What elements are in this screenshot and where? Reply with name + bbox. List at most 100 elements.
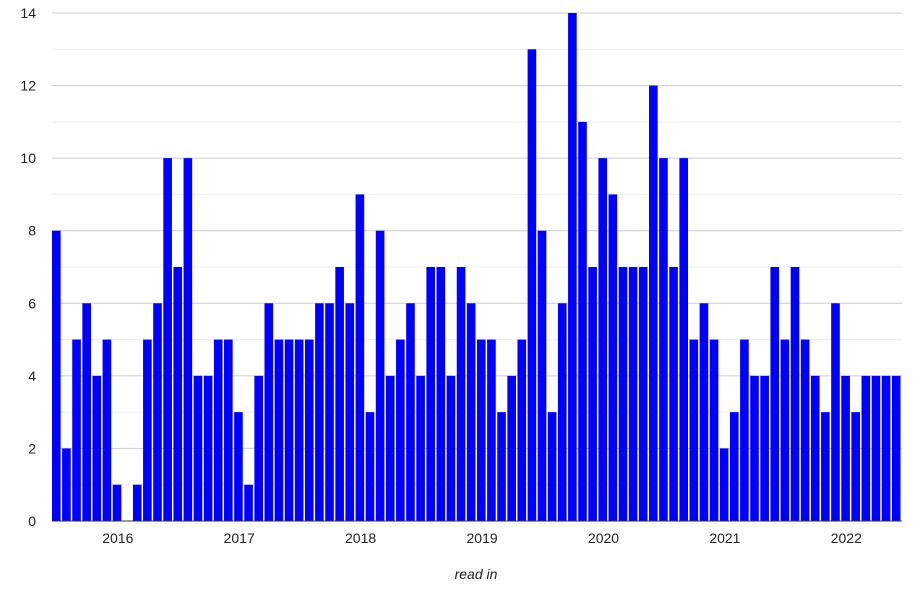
bar-2016-12[interactable] [224,339,233,521]
bar-2018-03[interactable] [375,230,385,521]
bar-2017-05[interactable] [274,339,284,521]
bar-2016-04[interactable] [143,339,152,521]
bar-2015-08[interactable] [62,448,71,521]
x-axis-label: read in [455,566,498,582]
y-tick-label: 0 [28,513,36,529]
bar-2015-12[interactable] [102,339,112,521]
bar-2020-11[interactable] [699,303,709,521]
bar-2020-03[interactable] [618,267,628,521]
bar-2020-06[interactable] [649,85,658,521]
bar-2016-03[interactable] [132,484,142,521]
bar-2019-11[interactable] [578,121,587,522]
bars [52,13,901,522]
bar-2018-12[interactable] [466,303,476,521]
bar-2019-05[interactable] [517,339,527,521]
bar-2017-09[interactable] [315,303,324,521]
bar-2021-12[interactable] [831,303,840,521]
bar-2021-07[interactable] [780,339,790,521]
bar-2019-03[interactable] [497,412,506,521]
bar-2018-02[interactable] [365,412,375,521]
bar-2017-02[interactable] [244,484,253,521]
bar-2018-05[interactable] [396,339,405,521]
x-tick-label: 2022 [831,530,862,546]
bar-2016-06[interactable] [163,158,172,521]
bar-2015-11[interactable] [92,375,102,521]
bar-2019-06[interactable] [527,49,537,521]
bar-2018-01[interactable] [355,194,365,521]
bar-2019-12[interactable] [588,267,597,521]
bar-2017-08[interactable] [304,339,314,521]
x-tick-label: 2017 [224,530,255,546]
bar-2018-08[interactable] [426,267,436,521]
y-tick-label: 6 [28,295,36,311]
bar-2015-07[interactable] [52,230,61,521]
bar-2017-12[interactable] [345,303,355,521]
bar-2021-02[interactable] [729,412,739,521]
y-tick-label: 8 [28,223,36,239]
bar-2016-08[interactable] [183,158,193,521]
bar-2020-10[interactable] [689,339,699,521]
bar-2016-01[interactable] [112,484,122,521]
bar-2019-02[interactable] [487,339,496,521]
bar-2022-02[interactable] [851,412,861,521]
bar-2021-11[interactable] [821,412,830,521]
bar-2020-09[interactable] [679,158,688,521]
bar-2021-03[interactable] [740,339,749,521]
bar-2018-04[interactable] [385,375,395,521]
bar-2021-09[interactable] [800,339,810,521]
bar-2022-06[interactable] [891,375,901,521]
bar-2020-12[interactable] [709,339,719,521]
bar-2017-10[interactable] [325,303,334,521]
bar-2020-01[interactable] [598,158,608,521]
bar-2016-05[interactable] [153,303,162,521]
bar-2016-11[interactable] [213,339,223,521]
x-tick-label: 2021 [709,530,740,546]
bar-2021-10[interactable] [810,375,820,521]
bar-2015-10[interactable] [82,303,91,521]
bar-2020-02[interactable] [608,194,618,521]
y-tick-label: 14 [20,5,36,21]
bar-2020-05[interactable] [638,267,648,521]
bar-2017-11[interactable] [335,267,344,521]
bar-2019-01[interactable] [477,339,486,521]
x-axis: 2016 2017 2018 2019 2020 2021 2022 [102,530,862,546]
bar-2015-09[interactable] [72,339,81,521]
x-tick-label: 2016 [102,530,133,546]
bar-2018-06[interactable] [406,303,415,521]
bar-2018-10[interactable] [446,375,456,521]
bar-2019-10[interactable] [568,13,577,521]
bar-2020-07[interactable] [659,158,668,521]
bar-2017-04[interactable] [264,303,274,521]
bar-2022-05[interactable] [881,375,891,521]
bar-2021-04[interactable] [750,375,759,521]
bar-2021-01[interactable] [719,448,729,521]
bar-2017-06[interactable] [284,339,294,521]
bar-2019-07[interactable] [537,230,547,521]
bar-2017-01[interactable] [234,412,243,521]
y-tick-label: 10 [20,150,36,166]
bar-2019-08[interactable] [547,412,557,521]
bar-2016-09[interactable] [193,375,203,521]
bar-2022-04[interactable] [871,375,881,521]
y-tick-label: 4 [28,368,36,384]
bar-2019-09[interactable] [557,303,567,521]
bar-2017-03[interactable] [254,375,263,521]
bar-2018-09[interactable] [436,267,446,521]
bar-2021-05[interactable] [760,375,769,521]
bar-2022-01[interactable] [841,375,850,521]
bar-2021-06[interactable] [770,267,780,521]
bar-2018-07[interactable] [416,375,425,521]
bar-2022-03[interactable] [861,375,871,521]
bar-2017-07[interactable] [294,339,304,521]
x-tick-label: 2018 [345,530,376,546]
bar-2016-10[interactable] [203,375,213,521]
bar-2021-08[interactable] [790,267,800,521]
x-tick-label: 2019 [467,530,498,546]
bar-2020-04[interactable] [628,267,638,521]
bar-2016-07[interactable] [173,267,183,521]
bar-2020-08[interactable] [669,267,678,521]
x-tick-label: 2020 [588,530,619,546]
bar-2019-04[interactable] [507,375,516,521]
bar-2018-11[interactable] [456,267,466,521]
